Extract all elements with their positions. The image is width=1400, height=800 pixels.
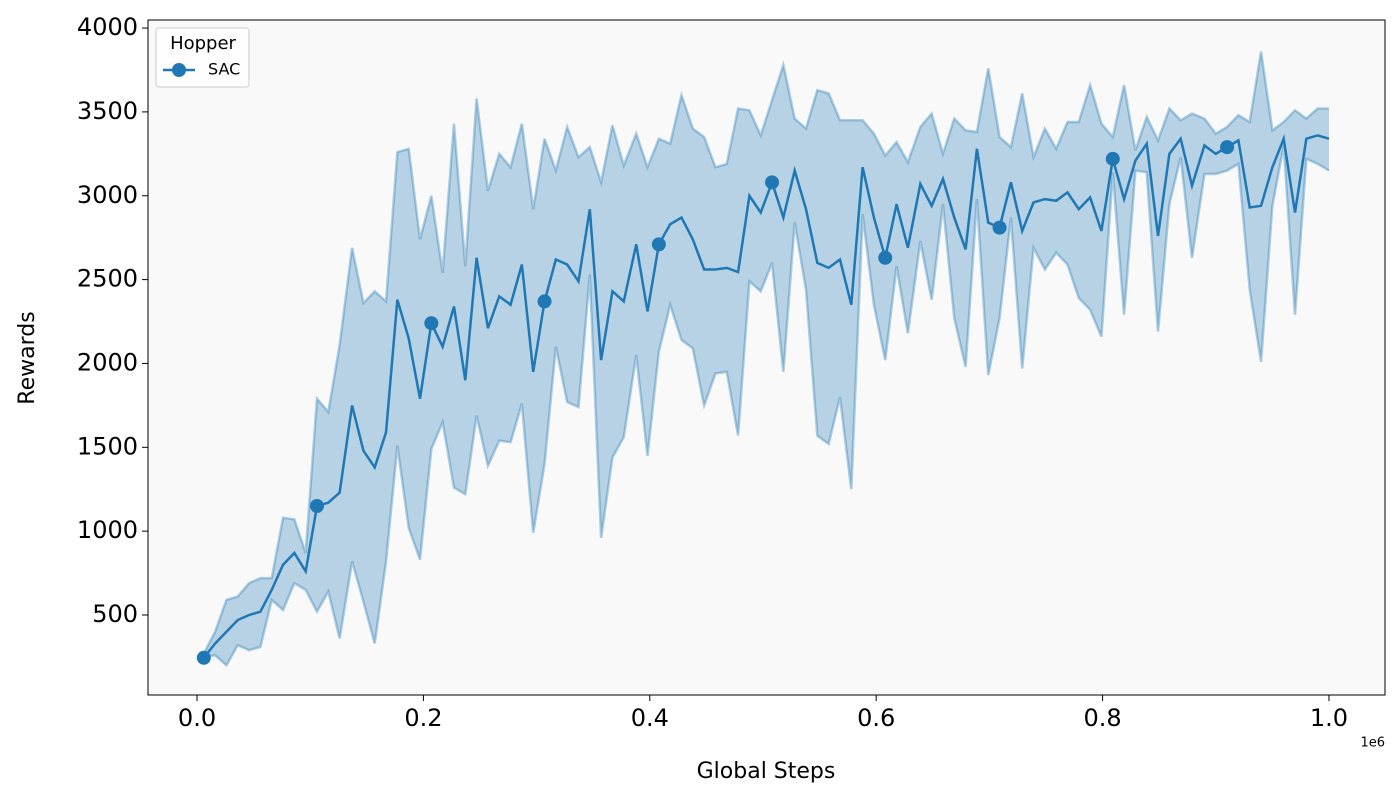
marker: [992, 220, 1007, 235]
marker: [424, 316, 439, 331]
confidence-band: [203, 51, 1329, 666]
y-tick-label: 3500: [77, 97, 138, 125]
y-tick-label: 3000: [77, 181, 138, 209]
y-tick-label: 2000: [77, 348, 138, 376]
series-line: [202, 133, 1330, 659]
y-axis-label: Rewards: [15, 311, 40, 404]
x-axis-label: Global Steps: [697, 759, 836, 784]
legend: Hopper SAC: [155, 27, 250, 88]
band-edge: [203, 145, 1330, 668]
y-tick-label: 500: [92, 600, 138, 628]
x-tick-label: 0.6: [857, 704, 895, 732]
lines: [196, 133, 1330, 665]
x-tick-label: 1.0: [1310, 704, 1348, 732]
x-tick-label: 0.4: [631, 704, 669, 732]
y-tick-label: 2500: [77, 265, 138, 293]
band-edge: [202, 51, 1329, 655]
marker: [537, 294, 552, 309]
plot-area: [147, 19, 1386, 696]
marker: [196, 650, 211, 665]
marker: [765, 175, 780, 190]
legend-label: SAC: [208, 60, 240, 79]
marker: [651, 237, 666, 252]
y-tick-label: 4000: [77, 13, 138, 41]
marker: [878, 250, 893, 265]
y-tick-label: 1000: [77, 516, 138, 544]
marker: [1220, 140, 1235, 155]
marker: [310, 499, 325, 513]
marker: [1105, 151, 1120, 166]
x-tick-label: 0.8: [1083, 704, 1121, 732]
y-tick-label: 1500: [77, 432, 138, 460]
legend-marker: [172, 63, 186, 77]
x-tick-label: 0.2: [404, 704, 442, 732]
legend-title: Hopper: [170, 33, 236, 54]
bands: [202, 51, 1330, 668]
x-tick-label: 0.0: [178, 704, 216, 732]
x-offset-label: 1e6: [1360, 736, 1385, 751]
